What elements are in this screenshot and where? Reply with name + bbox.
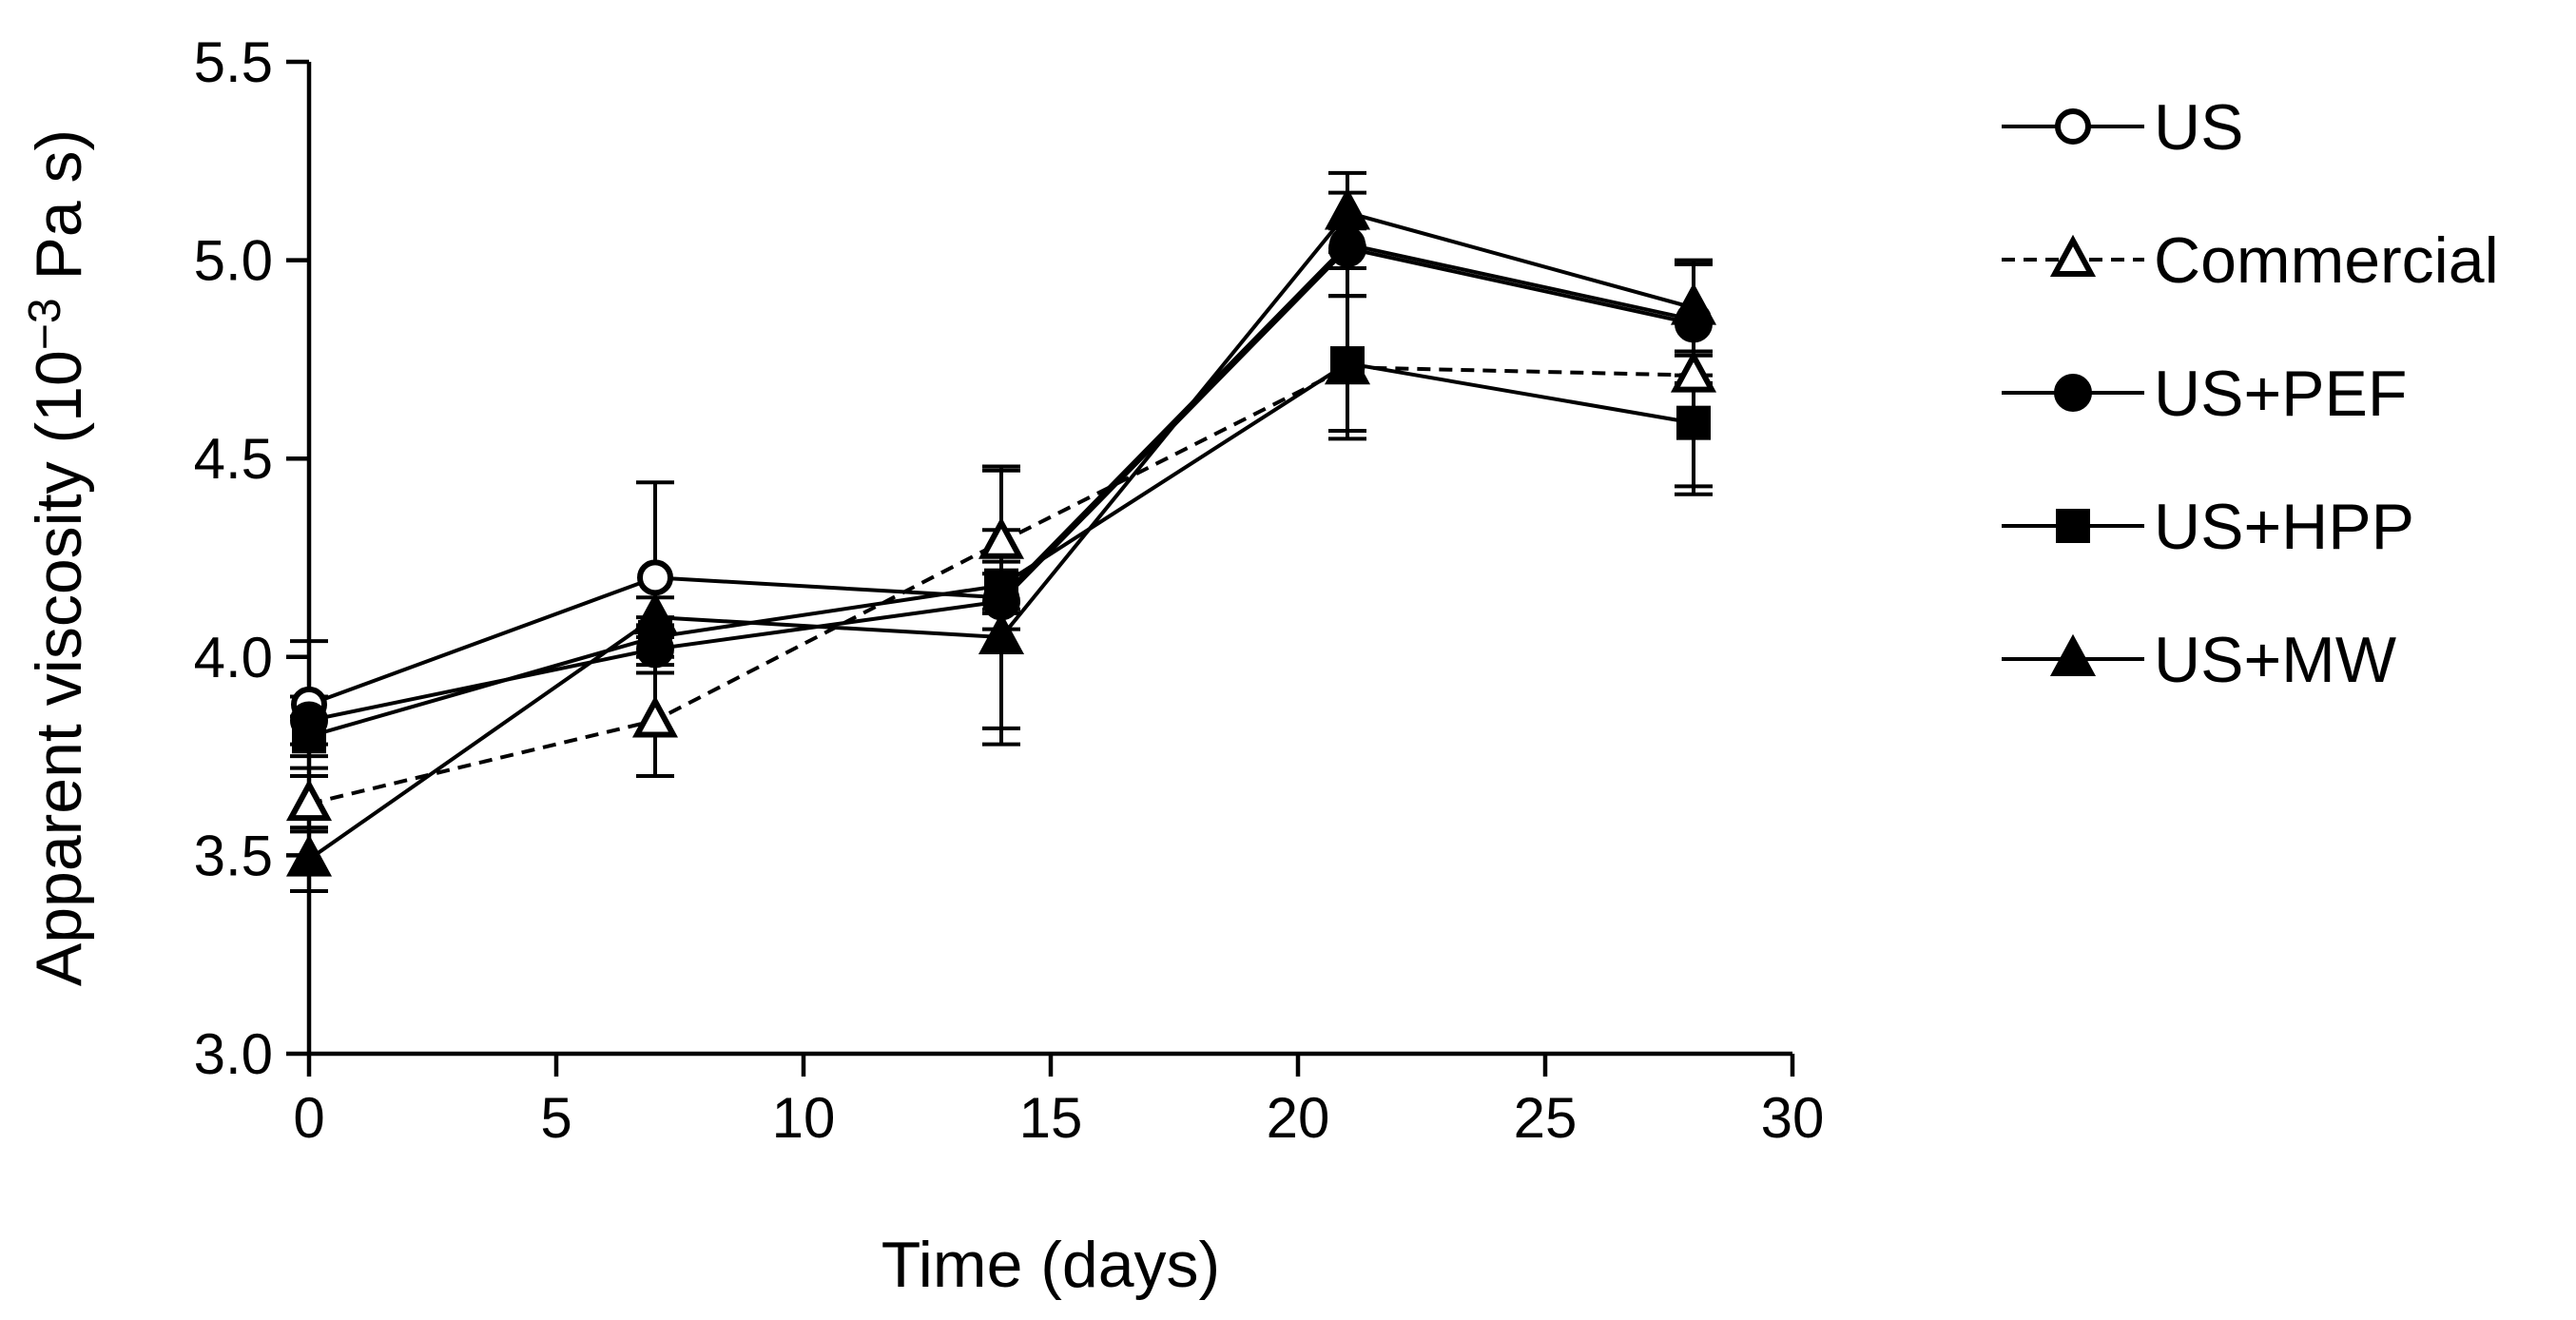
triangle-filled-marker (978, 611, 1025, 654)
circle-open-marker (2055, 108, 2091, 145)
square-filled-marker (984, 568, 1018, 603)
triangle-filled-marker (285, 834, 333, 877)
triangle-filled-marker (631, 592, 679, 635)
series-markers (285, 187, 1717, 877)
x-tick-label: 15 (1019, 1086, 1083, 1150)
x-tick-label: 5 (540, 1086, 571, 1150)
circle-filled-marker (1328, 229, 1366, 268)
x-tick-label: 10 (772, 1086, 836, 1150)
x-tick-label: 30 (1761, 1086, 1825, 1150)
triangle-open-marker (285, 778, 333, 822)
legend: US Commercial US+PEF US+HPP US+MW (2002, 91, 2499, 696)
y-tick-label: 5.5 (194, 30, 273, 94)
square-filled-marker (2056, 509, 2090, 543)
triangle-filled-marker (1324, 187, 1371, 230)
triangle-open-marker (2049, 234, 2097, 277)
y-tick-label: 3.5 (194, 824, 273, 887)
legend-label-us-hpp: US+HPP (2154, 491, 2414, 563)
y-axis-title-unit: Pa s) (23, 129, 95, 299)
y-tick-label: 4.5 (194, 427, 273, 491)
legend-label-us-mw: US+MW (2154, 624, 2396, 696)
legend-label-us: US (2154, 91, 2243, 164)
y-axis-title: Apparent viscosity (10−3 Pa s) (20, 129, 95, 986)
y-axis-title-exponent: −3 (20, 298, 70, 350)
x-tick-label: 25 (1514, 1086, 1578, 1150)
triangle-open-marker (978, 516, 1025, 559)
y-tick-label: 5.0 (194, 229, 273, 293)
legend-label-commercial: Commercial (2154, 224, 2499, 297)
x-tick-label: 20 (1267, 1086, 1330, 1150)
x-axis-title: Time (days) (881, 1229, 1220, 1301)
circle-filled-marker (2054, 374, 2092, 412)
square-filled-marker (1676, 405, 1711, 440)
circle-open-marker (637, 559, 673, 596)
square-filled-marker (292, 719, 326, 754)
triangle-filled-marker (2049, 633, 2097, 676)
legend-label-us-pef: US+PEF (2154, 358, 2407, 430)
square-filled-marker (1330, 346, 1365, 381)
triangle-filled-marker (1670, 282, 1717, 325)
y-tick-label: 3.0 (194, 1022, 273, 1086)
triangle-open-marker (631, 695, 679, 738)
triangle-open-marker (1670, 350, 1717, 393)
axes: 3.0 3.5 4.0 4.5 5.0 5.5 0 5 10 15 20 25 30 (194, 30, 1825, 1150)
y-axis-title-main: Apparent viscosity (10 (23, 350, 95, 986)
x-tick-label: 0 (293, 1086, 324, 1150)
y-tick-label: 4.0 (194, 626, 273, 689)
